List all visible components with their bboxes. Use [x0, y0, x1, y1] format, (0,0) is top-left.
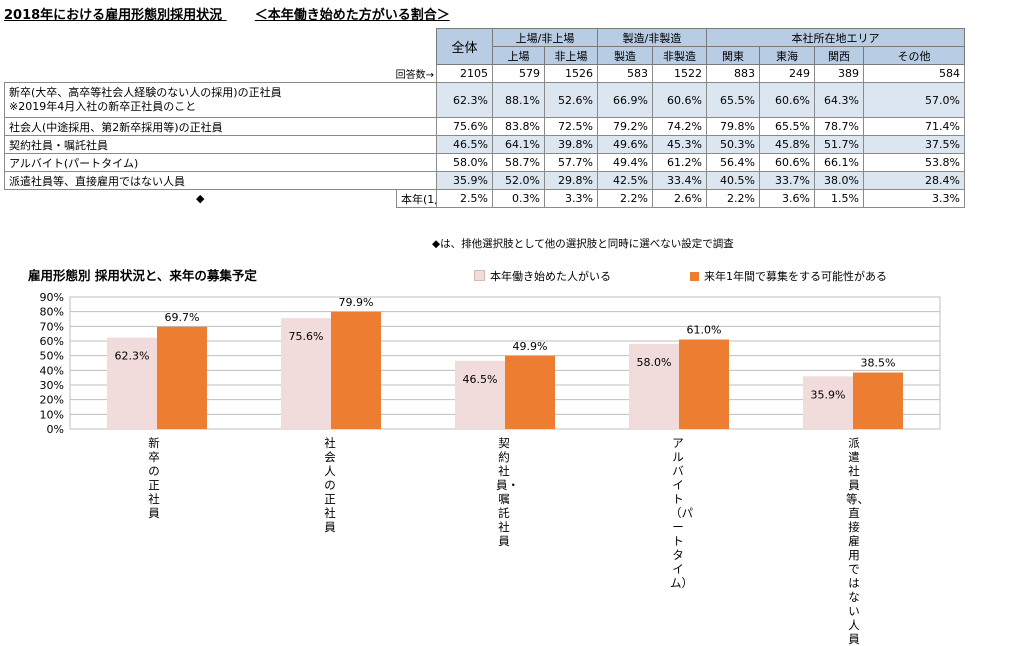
- bar-this-year: [629, 343, 679, 429]
- bar-this-year: [107, 337, 157, 429]
- bar-this-year: [803, 376, 853, 429]
- category-label: 社会人の正社員: [324, 436, 336, 534]
- data-label: 46.5%: [463, 373, 498, 386]
- header-listed: 上場/非上場: [492, 28, 598, 47]
- subheader-cell: 上場: [492, 46, 545, 65]
- subheader-cell: 非上場: [544, 46, 598, 65]
- count-row: 回答数→ 2105 579 1526 583 1522 883 249 389 …: [5, 64, 965, 83]
- data-label: 38.5%: [861, 357, 896, 370]
- table-row: ◆ 本年(1月～11月)、働き始めた方はいない 2.5% 0.3% 3.3% 2…: [5, 189, 965, 208]
- y-tick-label: 70%: [40, 320, 64, 333]
- data-label: 61.0%: [687, 324, 722, 337]
- title-sub: ＜本年働き始めた方がいる割合＞: [254, 8, 450, 23]
- table-row: 契約社員・嘱託社員 46.5% 64.1% 39.8% 49.6% 45.3% …: [4, 135, 965, 154]
- data-label: 79.9%: [339, 296, 374, 309]
- y-tick-label: 40%: [40, 364, 64, 377]
- data-label: 58.0%: [637, 356, 672, 369]
- header-manufacturing: 製造/非製造: [597, 28, 707, 47]
- legend-swatch: [474, 270, 485, 281]
- bar-next-year: [157, 326, 207, 429]
- data-label: 62.3%: [115, 350, 150, 363]
- header-row-top: 全体 上場/非上場 製造/非製造 本社所在地エリア: [5, 28, 965, 65]
- bar-next-year: [505, 355, 555, 429]
- table-row: 派遣社員等、直接雇用ではない人員 35.9% 52.0% 29.8% 42.5%…: [4, 171, 965, 190]
- y-tick-label: 30%: [40, 379, 64, 392]
- bar-this-year: [455, 360, 505, 429]
- header-total: 全体: [436, 28, 493, 65]
- exclusive-mark: ◆: [196, 192, 205, 206]
- data-label: 35.9%: [811, 388, 846, 401]
- row-label: 派遣社員等、直接雇用ではない人員: [4, 171, 437, 190]
- bar-this-year: [281, 318, 331, 429]
- y-tick-label: 80%: [40, 306, 64, 319]
- survey-table: 全体 上場/非上場 製造/非製造 本社所在地エリア 上場 非上場 製造 非製造 …: [4, 28, 965, 208]
- header-region: 本社所在地エリア: [706, 28, 965, 47]
- subheader-cell: 関西: [814, 46, 864, 65]
- title-main: 2018年における雇用形態別採用状況: [4, 8, 223, 23]
- count-label: 回答数→: [395, 69, 434, 81]
- y-tick-label: 20%: [40, 394, 64, 407]
- bar-chart: 0% 10%20% 30% 40%50% 60% 70%80% 90% 62.3% 69.7% 7…: [40, 291, 941, 436]
- bar-next-year: [331, 311, 381, 429]
- table-note: ◆は、排他選択肢として他の選択肢と同時に選べない設定で調査: [432, 238, 734, 250]
- category-label: 派遣社員等、直接雇用ではない人員: [846, 436, 869, 646]
- count-cell: 583: [597, 64, 653, 83]
- y-tick-label: 50%: [40, 350, 64, 363]
- data-label: 69.7%: [165, 311, 200, 324]
- subheader-cell: 製造: [597, 46, 653, 65]
- legend-swatch: [690, 272, 699, 281]
- data-label: 49.9%: [513, 340, 548, 353]
- legend-item-series-1: 本年働き始めた人がいる: [474, 268, 611, 284]
- count-cell: 1522: [652, 64, 707, 83]
- chart-title: 雇用形態別 採用状況と、来年の募集予定: [28, 268, 257, 283]
- row-label: 新卒(大卒、高卒等社会人経験のない人の採用)の正社員 ※2019年4月入社の新卒正…: [4, 82, 437, 118]
- bar-next-year: [679, 339, 729, 429]
- table-row: 社会人(中途採用、第2新卒採用等)の正社員 75.6% 83.8% 72.5% …: [4, 117, 965, 136]
- bar-next-year: [853, 372, 903, 429]
- category-label: アルバイト（パートタイム）: [670, 436, 693, 590]
- table-row: 新卒(大卒、高卒等社会人経験のない人の採用)の正社員 ※2019年4月入社の新卒正…: [4, 82, 965, 118]
- count-cell: 1526: [544, 64, 598, 83]
- y-tick-label: 10%: [40, 408, 64, 421]
- page-title: 2018年における雇用形態別採用状況 ＜本年働き始めた方がいる割合＞: [4, 4, 450, 23]
- category-label: 契約社員・嘱託社員: [496, 436, 519, 548]
- y-tick-label: 60%: [40, 335, 64, 348]
- category-label: 新卒の正社員: [148, 436, 160, 520]
- subheader-cell: その他: [863, 46, 965, 65]
- subheader-cell: 非製造: [652, 46, 707, 65]
- y-tick-label: 0%: [47, 423, 64, 436]
- header-row-sub: 上場 非上場 製造 非製造 関東 東海 関西 その他: [5, 46, 965, 65]
- count-cell: 584: [863, 64, 965, 83]
- data-label: 75.6%: [289, 330, 324, 343]
- legend-item-series-2: 来年1年間で募集をする可能性がある: [690, 268, 887, 284]
- y-tick-label: 90%: [40, 291, 64, 304]
- subheader-cell: 関東: [706, 46, 760, 65]
- subheader-cell: 東海: [759, 46, 815, 65]
